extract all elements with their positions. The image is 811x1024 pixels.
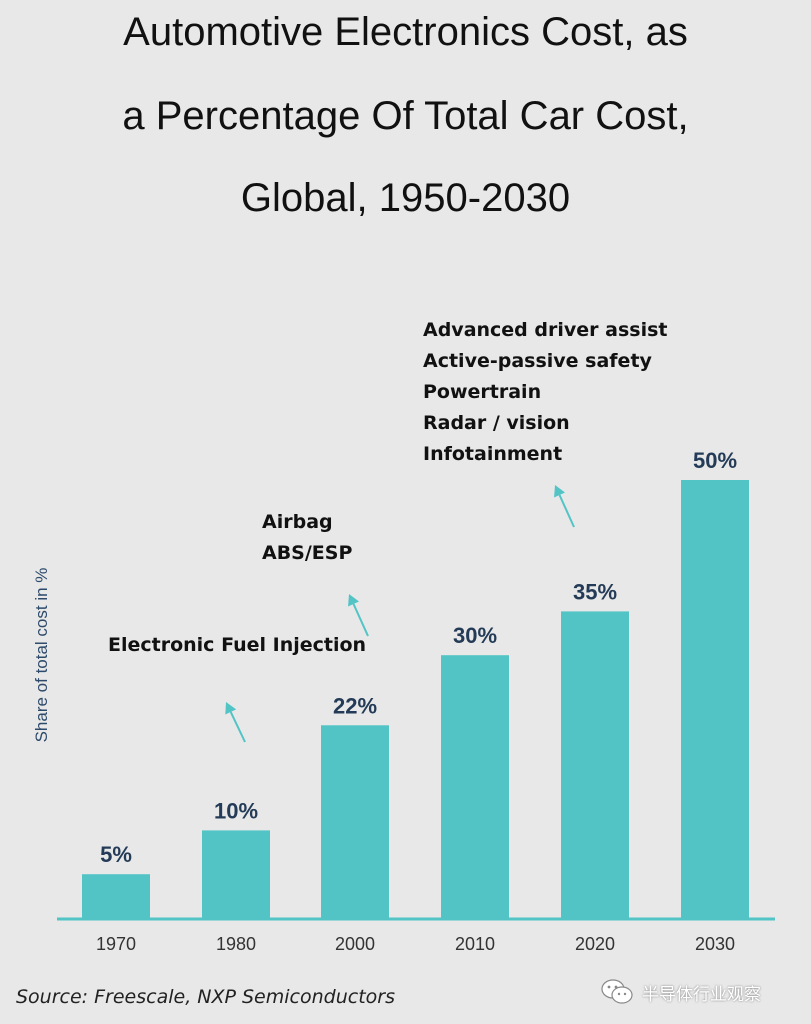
- x-tick-label-2030: 2030: [695, 934, 735, 954]
- annotation-line: ABS/ESP: [262, 542, 353, 564]
- x-tick-label-2000: 2000: [335, 934, 375, 954]
- annotation-fuel-injection: Electronic Fuel Injection: [108, 630, 366, 661]
- annotation-airbag: Airbag ABS/ESP: [262, 507, 352, 569]
- chart-title-line-3: Global, 1950-2030: [240, 176, 571, 220]
- bar-2020: [561, 611, 629, 918]
- arrow-airbag: [348, 594, 369, 637]
- annotation-line: Active-passive safety: [423, 350, 652, 372]
- bar-1980: [202, 830, 270, 918]
- arrow-adas: [554, 485, 575, 528]
- watermark: 半导体行业观察: [600, 977, 761, 1007]
- data-label-2020: 35%: [573, 579, 617, 604]
- data-label-2010: 30%: [453, 623, 497, 648]
- arrow-fuel-injection: [225, 702, 246, 743]
- wechat-icon: [601, 979, 633, 1004]
- bar-2000: [321, 725, 389, 918]
- x-tick-label-2010: 2010: [455, 934, 495, 954]
- annotation-line: Powertrain: [423, 381, 542, 403]
- source-note: Source: Freescale, NXP Semiconductors: [16, 986, 395, 1008]
- chart-title-line-1: Automotive Electronics Cost, as: [123, 10, 688, 54]
- annotation-line: Electronic Fuel Injection: [108, 634, 367, 656]
- annotation-line: Advanced driver assist: [423, 319, 668, 341]
- data-label-1980: 10%: [214, 798, 258, 823]
- x-tick-label-1980: 1980: [216, 934, 256, 954]
- x-tick-label-1970: 1970: [96, 934, 136, 954]
- bar-2030: [681, 480, 749, 918]
- annotation-adas: Advanced driver assist Active-passive sa…: [423, 315, 668, 470]
- bar-1970: [82, 874, 150, 918]
- x-tick-label-2020: 2020: [575, 934, 615, 954]
- data-label-2000: 22%: [333, 693, 377, 718]
- annotation-line: Infotainment: [423, 443, 563, 465]
- data-label-2030: 50%: [693, 448, 737, 473]
- bar-2010: [441, 655, 509, 918]
- annotation-line: Airbag: [262, 511, 333, 533]
- watermark-text: 半导体行业观察: [642, 984, 761, 1005]
- annotation-line: Radar / vision: [423, 412, 570, 434]
- chart-title-line-2: a Percentage Of Total Car Cost,: [122, 94, 689, 138]
- data-label-1970: 5%: [100, 842, 132, 867]
